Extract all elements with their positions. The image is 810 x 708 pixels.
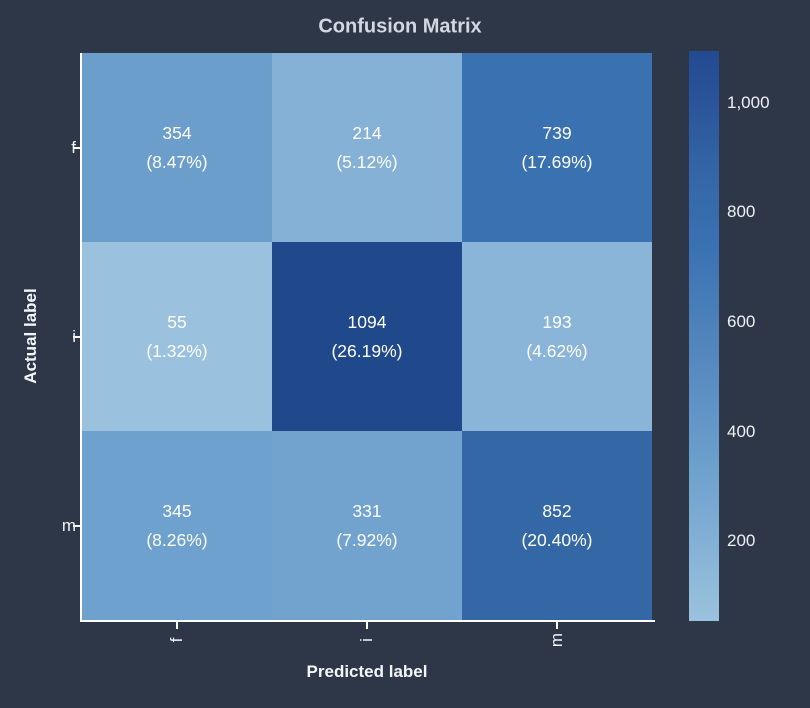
- cell-count: 214: [352, 122, 382, 143]
- cell-count: 345: [162, 500, 192, 521]
- chart-title: Confusion Matrix: [318, 15, 482, 38]
- cell-count: 354: [162, 122, 192, 143]
- cell-percent: (7.92%): [336, 529, 398, 550]
- colorbar-tick-label-600: 600: [727, 312, 756, 331]
- heatmap-cell-f-i: 214 (5.12%): [272, 53, 462, 242]
- heatmap-cell-i-i: 1094 (26.19%): [272, 242, 462, 431]
- colorbar-tick-label-800: 800: [727, 202, 756, 222]
- colorbar-tick-label-400: 400: [727, 421, 756, 441]
- y-tick-label-m: m: [61, 515, 76, 535]
- x-tick-mark: [556, 621, 558, 629]
- cell-percent: (17.69%): [521, 151, 593, 172]
- cell-percent: (8.47%): [146, 151, 208, 172]
- x-tick-mark: [366, 621, 368, 629]
- y-axis-label: Actual label: [21, 288, 40, 384]
- cell-percent: (8.26%): [146, 529, 208, 550]
- heatmap-cell-f-m: 739 (17.69%): [462, 53, 652, 242]
- cell-percent: (20.40%): [521, 529, 593, 550]
- y-tick-mark: [73, 335, 81, 338]
- heatmap-cell-i-f: 55 (1.32%): [82, 242, 272, 431]
- heatmap-cell-m-m: 852 (20.40%): [462, 431, 652, 620]
- x-axis-label: Predicted label: [306, 662, 428, 681]
- colorbar: [689, 51, 719, 621]
- x-tick-label-f: f: [167, 637, 186, 643]
- heatmap-cell-i-m: 193 (4.62%): [462, 242, 652, 431]
- heatmap-cell-f-f: 354 (8.47%): [82, 53, 272, 242]
- cell-count: 852: [542, 500, 572, 521]
- cell-percent: (1.32%): [146, 340, 208, 361]
- cell-count: 331: [352, 500, 382, 521]
- x-tick-label-m: m: [547, 632, 566, 648]
- y-tick-mark: [73, 524, 81, 527]
- cell-count: 1094: [347, 311, 387, 332]
- cell-percent: (5.12%): [336, 151, 398, 172]
- y-tick-label-i: i: [72, 326, 76, 346]
- colorbar-tick-label-1000: 1,000: [727, 92, 770, 112]
- heatmap-cell-m-i: 331 (7.92%): [272, 431, 462, 620]
- y-tick-mark: [73, 146, 81, 149]
- cell-percent: (4.62%): [526, 340, 588, 361]
- colorbar-tick-label-200: 200: [727, 531, 756, 551]
- cell-count: 739: [542, 122, 572, 143]
- cell-percent: (26.19%): [331, 340, 403, 361]
- cell-count: 193: [542, 311, 572, 332]
- x-tick-label-i: i: [357, 638, 376, 642]
- x-tick-mark: [176, 621, 178, 629]
- cell-count: 55: [167, 311, 187, 332]
- heatmap-cell-m-f: 345 (8.26%): [82, 431, 272, 620]
- y-tick-label-f: f: [71, 137, 76, 157]
- y-axis-spine: [80, 53, 82, 622]
- heatmap-plot: 354 (8.47%) 214 (5.12%) 739 (17.69%) 55 (1.32%)…: [82, 53, 652, 620]
